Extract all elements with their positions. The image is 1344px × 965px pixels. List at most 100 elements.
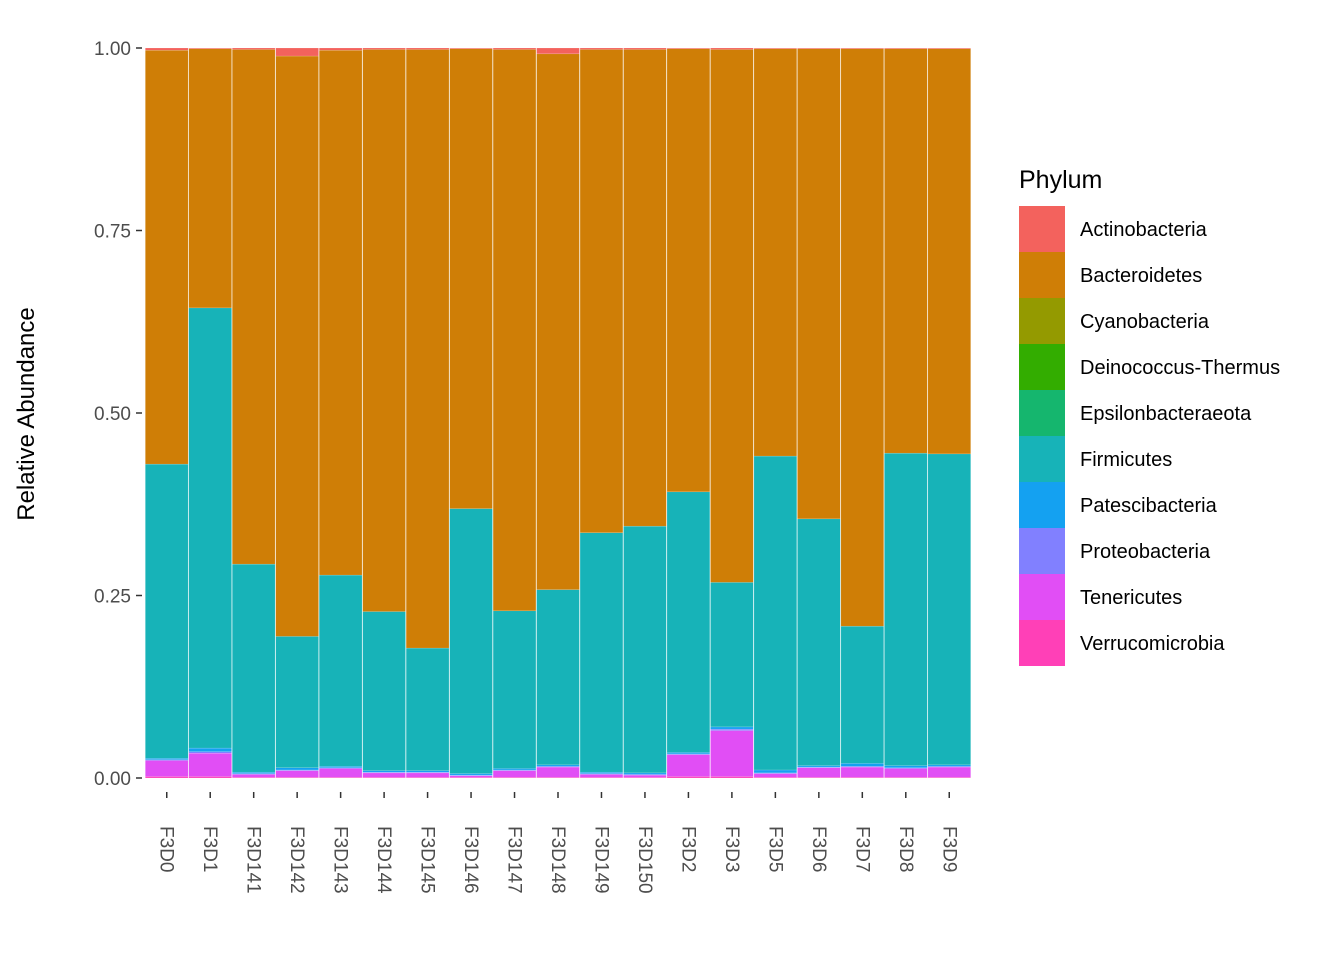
legend-swatch xyxy=(1019,436,1065,482)
x-tick-label: F3D7 xyxy=(851,826,872,872)
bar-segment-f3d9-firmicutes xyxy=(927,453,971,766)
x-tick-label: F3D144 xyxy=(373,826,394,894)
bar-segment-f3d3-proteobacteria xyxy=(710,728,754,731)
y-tick-label: 0.50 xyxy=(94,404,131,425)
bar-segment-f3d147-tenericutes xyxy=(492,770,537,778)
x-tick-label: F3D5 xyxy=(764,826,785,872)
bar-segment-f3d3-bacteroidetes xyxy=(710,49,754,583)
bar-segment-f3d141-actinobacteria xyxy=(232,47,276,50)
bar-segment-f3d2-firmicutes xyxy=(666,491,711,753)
bar-segment-f3d3-firmicutes xyxy=(710,582,754,728)
bar-segment-f3d145-patescibacteria xyxy=(405,770,450,773)
bar-segment-f3d9-patescibacteria xyxy=(927,764,971,767)
bar-segment-f3d149-tenericutes xyxy=(579,774,624,778)
x-tick-label: F3D145 xyxy=(417,826,438,894)
legend-title: Phylum xyxy=(1019,166,1102,194)
bar-segment-f3d8-bacteroidetes xyxy=(884,48,928,454)
bar-segment-f3d141-patescibacteria xyxy=(232,771,276,774)
bar-segment-f3d0-actinobacteria xyxy=(145,47,189,51)
bar-segment-f3d2-tenericutes xyxy=(666,754,711,777)
bar-segment-f3d145-firmicutes xyxy=(405,647,450,771)
bar-segment-f3d9-tenericutes xyxy=(927,766,971,778)
bar-segment-f3d5-firmicutes xyxy=(753,455,797,771)
legend-label: Actinobacteria xyxy=(1080,219,1208,241)
bar-segment-f3d5-actinobacteria xyxy=(753,47,797,49)
bar-segment-f3d3-actinobacteria xyxy=(710,47,754,50)
bar-segment-f3d0-firmicutes xyxy=(145,463,189,759)
bar-segment-f3d146-actinobacteria xyxy=(449,47,493,49)
bar-segment-f3d143-bacteroidetes xyxy=(319,49,363,576)
bar-segment-f3d148-patescibacteria xyxy=(536,764,580,767)
bar-segment-f3d142-actinobacteria xyxy=(275,47,319,57)
legend-label: Tenericutes xyxy=(1080,587,1182,609)
bar-segment-f3d149-bacteroidetes xyxy=(579,49,624,533)
bar-segment-f3d144-firmicutes xyxy=(362,611,406,771)
bar-segment-f3d145-bacteroidetes xyxy=(405,49,450,649)
x-tick-label: F3D150 xyxy=(634,826,655,894)
bar-segment-f3d145-tenericutes xyxy=(405,772,450,778)
bar-segment-f3d150-actinobacteria xyxy=(623,47,667,50)
x-tick-label: F3D0 xyxy=(156,826,177,872)
bar-segment-f3d0-bacteroidetes xyxy=(145,49,189,465)
bar-segment-f3d7-patescibacteria xyxy=(840,763,884,767)
legend-swatch xyxy=(1019,390,1065,436)
bar-segment-f3d9-verrucomicrobia xyxy=(927,777,971,779)
legend-label: Verrucomicrobia xyxy=(1080,633,1225,655)
bar-segment-f3d146-patescibacteria xyxy=(449,773,493,776)
legend-swatch xyxy=(1019,482,1065,528)
bar-segment-f3d150-bacteroidetes xyxy=(623,49,667,527)
x-tick-label: F3D3 xyxy=(721,826,742,872)
bar-segment-f3d1-verrucomicrobia xyxy=(188,776,232,779)
legend-label: Bacteroidetes xyxy=(1080,265,1202,287)
bar-segment-f3d149-patescibacteria xyxy=(579,771,624,774)
bar-segment-f3d8-tenericutes xyxy=(884,768,928,778)
bar-segment-f3d8-patescibacteria xyxy=(884,765,928,768)
bar-segment-f3d148-verrucomicrobia xyxy=(536,777,580,779)
bar-segment-f3d142-firmicutes xyxy=(275,636,319,768)
bar-segment-f3d148-tenericutes xyxy=(536,766,580,778)
legend-swatch xyxy=(1019,528,1065,574)
bar-segment-f3d150-patescibacteria xyxy=(623,772,667,775)
x-tick-label: F3D146 xyxy=(460,826,481,894)
legend-swatch xyxy=(1019,574,1065,620)
bar-segment-f3d147-bacteroidetes xyxy=(492,49,537,612)
legend-swatch xyxy=(1019,620,1065,666)
bar-segment-f3d6-actinobacteria xyxy=(797,47,841,49)
legend-label: Deinococcus-Thermus xyxy=(1080,357,1280,379)
bar-segment-f3d5-patescibacteria xyxy=(753,769,797,774)
bar-segment-f3d3-patescibacteria xyxy=(710,726,754,730)
bar-layer xyxy=(145,47,971,779)
x-tick-label: F3D148 xyxy=(547,826,568,894)
bar-segment-f3d2-actinobacteria xyxy=(666,47,711,49)
bar-segment-f3d3-tenericutes xyxy=(710,730,754,777)
bar-segment-f3d148-actinobacteria xyxy=(536,47,580,55)
x-tick-label: F3D142 xyxy=(286,826,307,894)
y-tick-label: 0.75 xyxy=(94,222,131,243)
bar-segment-f3d142-tenericutes xyxy=(275,770,319,778)
bar-segment-f3d143-patescibacteria xyxy=(319,766,363,768)
bar-segment-f3d1-proteobacteria xyxy=(188,751,232,754)
bar-segment-f3d6-tenericutes xyxy=(797,767,841,778)
bar-segment-f3d1-actinobacteria xyxy=(188,47,232,49)
legend-swatch xyxy=(1019,206,1065,252)
x-tick-label: F3D149 xyxy=(590,826,611,894)
bar-segment-f3d3-verrucomicrobia xyxy=(710,776,754,779)
legend-label: Patescibacteria xyxy=(1080,495,1218,517)
x-tick-label: F3D143 xyxy=(330,826,351,894)
bar-segment-f3d6-bacteroidetes xyxy=(797,48,841,520)
bar-segment-f3d0-tenericutes xyxy=(145,760,189,777)
bar-segment-f3d147-firmicutes xyxy=(492,610,537,769)
y-axis-label: Relative Abundance xyxy=(13,307,40,521)
legend-swatch xyxy=(1019,252,1065,298)
x-tick-label: F3D6 xyxy=(808,826,829,872)
bar-segment-f3d9-bacteroidetes xyxy=(927,48,971,455)
bar-segment-f3d2-patescibacteria xyxy=(666,752,711,755)
bar-segment-f3d141-firmicutes xyxy=(232,563,276,773)
bar-segment-f3d1-patescibacteria xyxy=(188,747,232,752)
bar-segment-f3d1-tenericutes xyxy=(188,752,232,777)
bar-segment-f3d149-firmicutes xyxy=(579,532,624,773)
x-tick-label: F3D141 xyxy=(243,826,264,894)
bar-segment-f3d0-verrucomicrobia xyxy=(145,776,189,779)
bar-segment-f3d2-bacteroidetes xyxy=(666,48,711,493)
